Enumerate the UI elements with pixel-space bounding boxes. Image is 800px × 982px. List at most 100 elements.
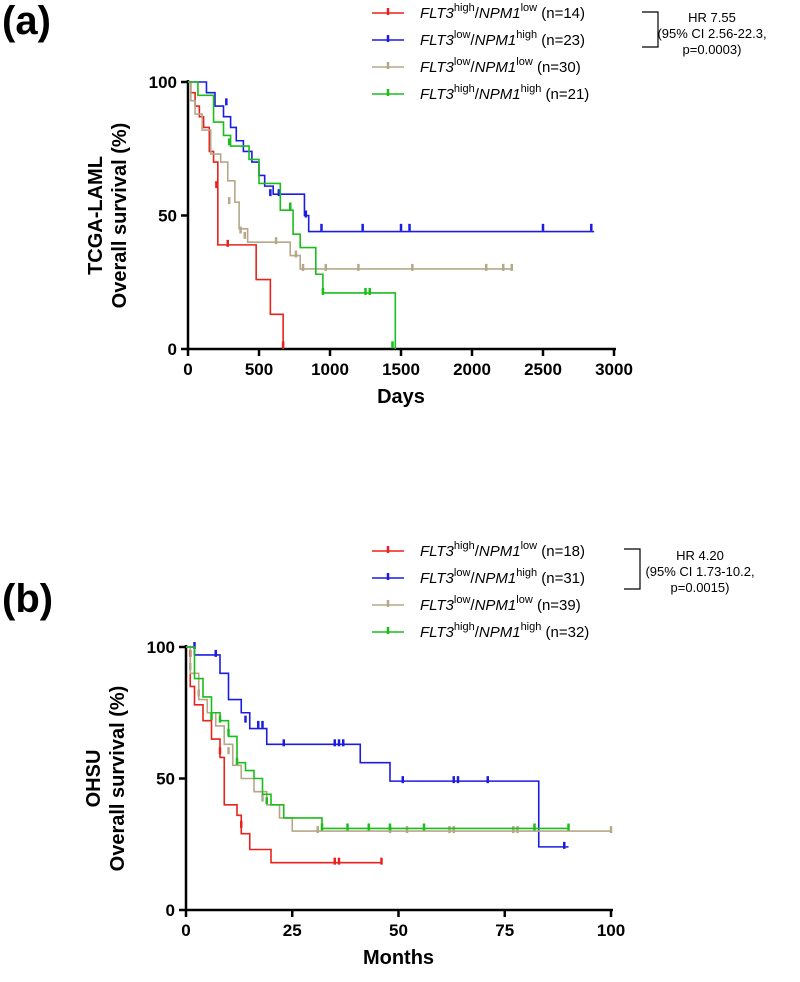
legend-gene1: FLT3 <box>420 570 455 587</box>
legend-gene2: NPM1 <box>479 5 521 22</box>
legend-entry-tan: FLT3low/NPM1low (n=30) <box>372 56 581 76</box>
x-tick-label: 100 <box>597 921 625 940</box>
legend-sup2: low <box>521 2 538 14</box>
legend-n: (n=18) <box>537 543 585 560</box>
legend-gene2: NPM1 <box>475 59 517 76</box>
y-tick-label: 50 <box>158 207 177 226</box>
y-tick-label: 100 <box>147 638 175 657</box>
legend-gene1: FLT3 <box>420 32 455 49</box>
legend-gene2: NPM1 <box>475 570 517 587</box>
legend-sup1: low <box>454 567 471 579</box>
legend-n: (n=32) <box>541 624 589 641</box>
legend-sup2: high <box>521 83 542 95</box>
x-tick-label: 1500 <box>382 360 420 379</box>
legend-slash: / <box>475 86 480 103</box>
legend-sup1: low <box>454 594 471 606</box>
legend-sup2: high <box>516 29 537 41</box>
x-axis-title: Months <box>363 947 434 969</box>
legend-gene1: FLT3 <box>420 5 455 22</box>
x-tick-label: 0 <box>181 921 190 940</box>
y-axis-title-line1: OHSU <box>83 750 105 808</box>
legend-n: (n=23) <box>537 32 585 49</box>
x-tick-label: 50 <box>389 921 408 940</box>
y-tick-label: 50 <box>156 770 175 789</box>
hr-ci: (95% CI 1.73-10.2, <box>645 564 754 579</box>
x-tick-label: 0 <box>183 360 192 379</box>
legend-entry-red: FLT3high/NPM1low (n=18) <box>372 540 585 560</box>
legend-sup2: low <box>516 594 533 606</box>
x-tick-label: 500 <box>245 360 273 379</box>
legend-label: FLT3high/NPM1high (n=32) <box>420 621 589 641</box>
legend-label: FLT3low/NPM1low (n=39) <box>420 594 581 614</box>
y-tick-label: 0 <box>168 340 177 359</box>
legend-sup1: high <box>454 2 475 14</box>
legend-entry-green: FLT3high/NPM1high (n=21) <box>372 83 589 103</box>
legend-gene1: FLT3 <box>420 624 455 641</box>
legend-entry-tan: FLT3low/NPM1low (n=39) <box>372 594 581 614</box>
x-tick-label: 1000 <box>311 360 349 379</box>
legend-gene2: NPM1 <box>479 86 521 103</box>
km-curve-green <box>188 81 397 349</box>
x-axis-title: Days <box>377 386 425 408</box>
hr-value: HR 4.20 <box>676 548 724 563</box>
legend-entry-green: FLT3high/NPM1high (n=32) <box>372 621 589 641</box>
legend-label: FLT3low/NPM1high (n=31) <box>420 567 585 587</box>
legend-sup1: low <box>454 29 471 41</box>
legend-entry-blue: FLT3low/NPM1high (n=23) <box>372 29 585 49</box>
legend-entry-blue: FLT3low/NPM1high (n=31) <box>372 567 585 587</box>
legend-label: FLT3high/NPM1low (n=18) <box>420 540 585 560</box>
legend-slash: / <box>470 597 475 614</box>
legend-n: (n=21) <box>541 86 589 103</box>
legend-label: FLT3low/NPM1low (n=30) <box>420 56 581 76</box>
km-curve-blue <box>186 646 569 848</box>
legend-gene2: NPM1 <box>475 597 517 614</box>
legend-sup1: high <box>454 621 475 633</box>
legend-n: (n=31) <box>537 570 585 587</box>
legend-gene2: NPM1 <box>479 543 521 560</box>
y-tick-label: 100 <box>149 73 177 92</box>
hr-pvalue: p=0.0003) <box>683 42 742 57</box>
x-tick-label: 2000 <box>453 360 491 379</box>
legend-gene1: FLT3 <box>420 59 455 76</box>
legend-sup2: low <box>516 56 533 68</box>
x-tick-label: 2500 <box>524 360 562 379</box>
legend-slash: / <box>470 32 475 49</box>
legend-slash: / <box>475 543 480 560</box>
legend-n: (n=30) <box>533 59 581 76</box>
x-tick-label: 25 <box>283 921 302 940</box>
legend-sup1: high <box>454 83 475 95</box>
hr-ci: (95% CI 2.56-22.3, <box>657 26 766 41</box>
y-axis-title-line2: Overall survival (%) <box>109 123 131 309</box>
hr-bracket <box>624 548 641 590</box>
km-curve-tan <box>186 646 611 832</box>
legend-label: FLT3high/NPM1high (n=21) <box>420 83 589 103</box>
hr-value: HR 7.55 <box>688 10 736 25</box>
y-axis-title-line1: TCGA-LAML <box>85 156 107 275</box>
legend-n: (n=39) <box>533 597 581 614</box>
legend-entry-red: FLT3high/NPM1low (n=14) <box>372 2 585 22</box>
x-tick-label: 75 <box>495 921 514 940</box>
legend-label: FLT3high/NPM1low (n=14) <box>420 2 585 22</box>
legend-sup1: high <box>454 540 475 552</box>
legend-slash: / <box>475 624 480 641</box>
legend-sup2: low <box>521 540 538 552</box>
panel-label: (b) <box>2 577 53 621</box>
legend-n: (n=14) <box>537 5 585 22</box>
legend-gene1: FLT3 <box>420 543 455 560</box>
chart-panel-b: (b) 0 50 100 0 25 50 75 100 Months OHSU Overall sur… <box>2 540 755 969</box>
km-curve-blue <box>188 81 595 233</box>
legend-gene2: NPM1 <box>475 32 517 49</box>
panel-label: (a) <box>2 0 51 43</box>
legend-sup2: high <box>521 621 542 633</box>
legend-slash: / <box>470 570 475 587</box>
legend-gene1: FLT3 <box>420 86 455 103</box>
x-tick-label: 3000 <box>595 360 633 379</box>
legend-label: FLT3low/NPM1high (n=23) <box>420 29 585 49</box>
km-curve-red <box>186 646 382 864</box>
km-curve-tan <box>188 81 512 270</box>
legend-slash: / <box>475 5 480 22</box>
y-axis-title-line2: Overall survival (%) <box>107 686 129 872</box>
hr-pvalue: p=0.0015) <box>671 580 730 595</box>
